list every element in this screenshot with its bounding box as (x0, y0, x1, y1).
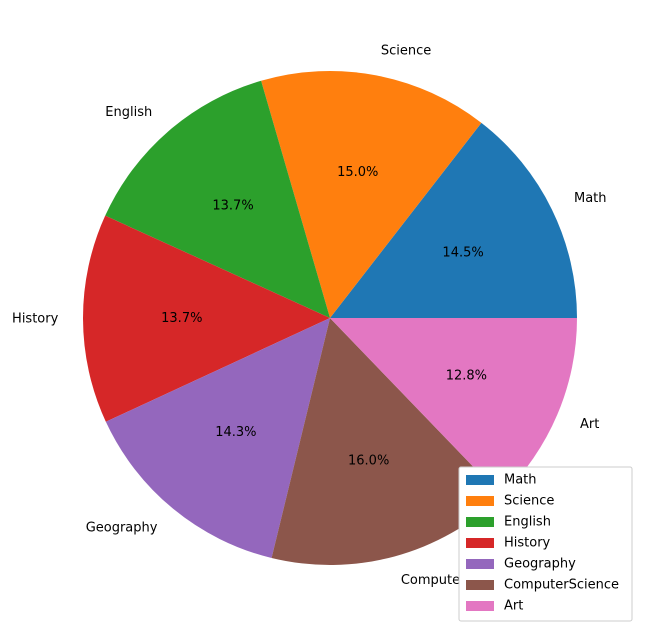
pie-slice-science (261, 70, 482, 318)
percentage-label-computerscience: 16.0% (348, 454, 389, 469)
legend-label-english: English (504, 515, 551, 530)
legend-label-math: Math (504, 473, 537, 488)
pie-slice-english (105, 80, 330, 318)
legend-label-computerscience: ComputerScience (504, 578, 619, 593)
category-label-history: History (12, 311, 59, 326)
percentage-label-science: 15.0% (337, 165, 378, 180)
percentage-label-history: 13.7% (161, 311, 202, 326)
percentage-labels: 14.5% 15.0% 13.7% 13.7% 14.3% 16.0% 12.8% (161, 165, 487, 469)
percentage-label-math: 14.5% (442, 245, 483, 260)
category-label-english: English (105, 105, 152, 120)
category-label-science: Science (381, 44, 431, 59)
legend-swatch-history (466, 538, 494, 548)
pie-slice-art (330, 318, 577, 496)
legend-label-science: Science (504, 494, 554, 509)
category-label-art: Art (580, 417, 599, 432)
pie-slice-geography (105, 318, 330, 558)
percentage-label-geography: 14.3% (215, 425, 256, 440)
pie-slice-history (82, 215, 330, 422)
percentage-label-art: 12.8% (446, 369, 487, 384)
legend-label-art: Art (504, 599, 523, 614)
legend-swatch-english (466, 517, 494, 527)
legend: Math Science English History Geography Comput… (458, 466, 633, 622)
pie-slice-math (330, 122, 577, 318)
legend-swatch-math (466, 475, 494, 485)
legend-swatch-computerscience (466, 580, 494, 590)
legend-label-history: History (504, 536, 551, 551)
legend-frame (458, 466, 633, 622)
legend-label-geography: Geography (504, 557, 576, 572)
legend-swatch-art (466, 601, 494, 611)
legend-swatch-geography (466, 559, 494, 569)
legend-swatch-science (466, 496, 494, 506)
pie-slice-computerscience (271, 318, 502, 565)
pie-slices (82, 70, 577, 565)
percentage-label-english: 13.7% (212, 198, 253, 213)
category-label-geography: Geography (86, 520, 158, 535)
category-label-math: Math (574, 191, 607, 206)
